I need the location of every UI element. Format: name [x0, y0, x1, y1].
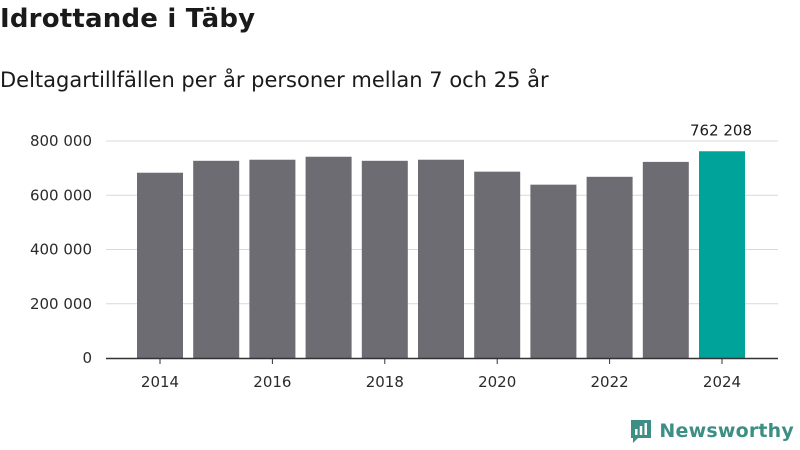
x-tick-label: 2018 [366, 373, 404, 391]
bar-2024 [699, 151, 745, 358]
bar-2021 [530, 184, 577, 358]
bar-2015 [193, 160, 240, 358]
bar-2020 [474, 171, 521, 358]
brand-name: Newsworthy [659, 420, 794, 442]
data-label-2024: 762 208 [690, 121, 752, 139]
y-tick-label: 600 000 [30, 186, 92, 204]
bar-2023 [642, 161, 689, 358]
y-tick-label: 800 000 [30, 132, 92, 150]
x-tick-label: 2024 [703, 373, 741, 391]
chart-subtitle: Deltagartillfällen per år personer mella… [0, 68, 549, 92]
chart-title: Idrottande i Täby [0, 4, 256, 34]
x-tick-label: 2022 [591, 373, 629, 391]
axes [106, 357, 778, 364]
bars [137, 151, 745, 358]
bar-2018 [361, 160, 408, 358]
y-tick-label: 200 000 [30, 295, 92, 313]
bar-2022 [586, 176, 633, 358]
bar-2017 [305, 156, 352, 358]
bar-2014 [137, 172, 183, 358]
newsworthy-logo: Newsworthy [629, 418, 794, 444]
x-tick-label: 2020 [478, 373, 516, 391]
x-tick-label: 2014 [141, 373, 179, 391]
bar-2019 [418, 159, 464, 358]
y-tick-label: 0 [82, 349, 92, 367]
bar-2016 [249, 159, 296, 358]
y-tick-label: 400 000 [30, 241, 92, 259]
newsworthy-icon [631, 420, 652, 443]
labels: 0 200 000 400 000 600 000 800 000 2014 2016 201… [30, 121, 752, 391]
x-tick-label: 2016 [253, 373, 291, 391]
